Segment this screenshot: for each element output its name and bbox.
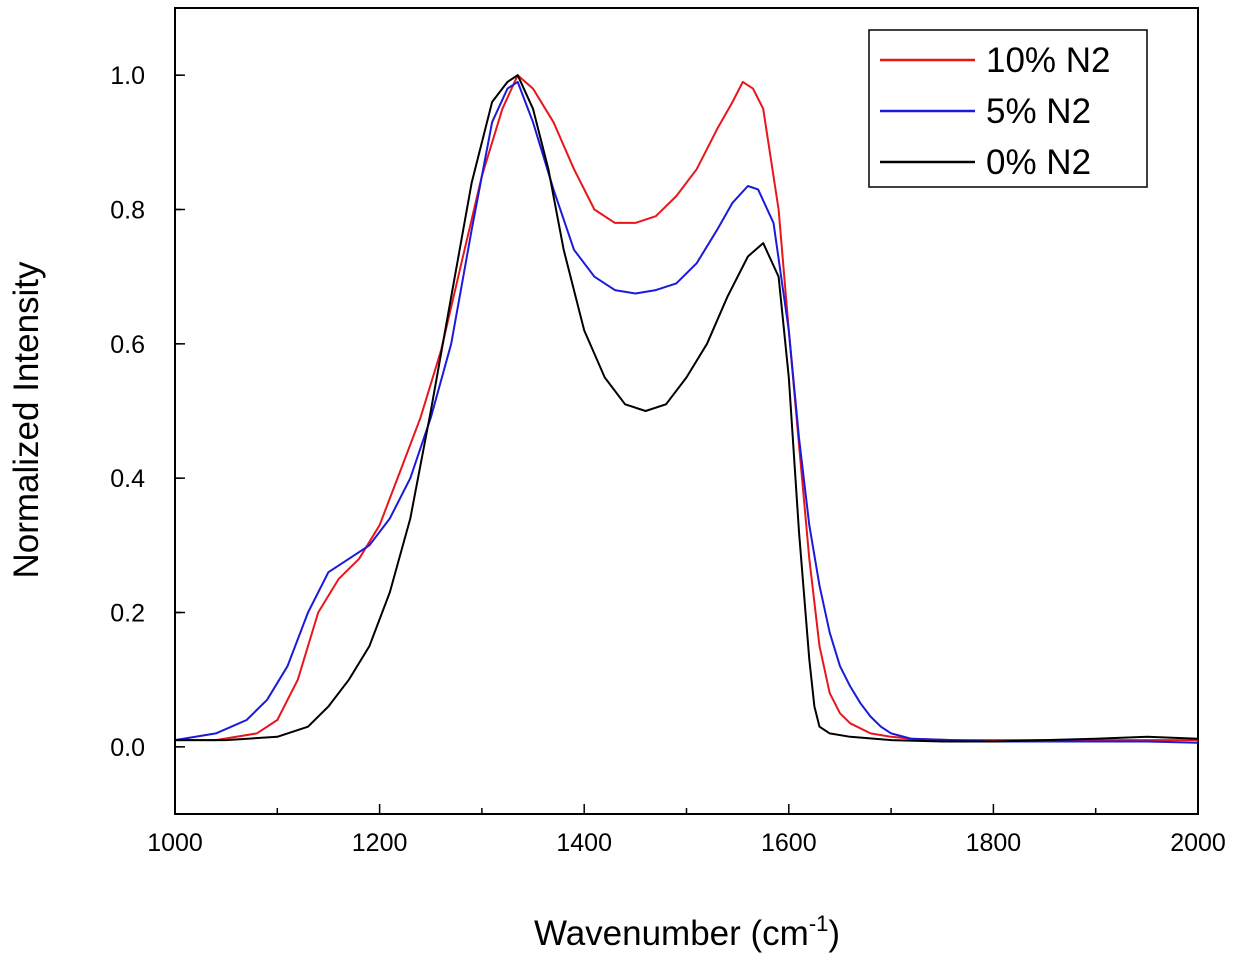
x-axis-title-superscript: -1 [809, 911, 829, 936]
legend: 10% N2 5% N2 0% N2 [868, 29, 1148, 188]
y-tick-label: 0.4 [110, 465, 145, 493]
y-tick-label: 1.0 [110, 62, 145, 90]
tick-marks [174, 74, 1199, 814]
legend-label: 10% N2 [986, 41, 1111, 80]
y-tick-label: 0.0 [110, 734, 145, 762]
y-axis-title: Normalized Intensity [7, 261, 46, 579]
series-lines [174, 74, 1199, 744]
series-line-5-n2 [174, 80, 1199, 744]
x-axis-title: Wavenumber (cm-1) [534, 911, 840, 953]
legend-label: 5% N2 [986, 92, 1091, 131]
x-tick-label: 1800 [966, 829, 1022, 857]
legend-items: 10% N2 5% N2 0% N2 [880, 41, 1111, 182]
legend-label: 0% N2 [986, 143, 1091, 182]
series-line-10-n2 [175, 74, 1198, 742]
x-tick-label: 1400 [556, 829, 612, 857]
series-line-0-n2 [175, 74, 1199, 743]
y-tick-label: 0.6 [110, 331, 145, 359]
y-tick-label: 0.8 [110, 197, 145, 225]
x-tick-label: 2000 [1170, 829, 1226, 857]
tick-labels: 1000 1200 1400 1600 1800 2000 0.0 0.2 0.4 0.6 0.8 1… [110, 62, 1226, 857]
x-tick-label: 1200 [352, 829, 408, 857]
x-tick-label: 1600 [761, 829, 817, 857]
x-tick-label: 1000 [147, 829, 203, 857]
x-axis-title-suffix: ) [828, 914, 840, 953]
y-tick-label: 0.2 [110, 600, 145, 628]
